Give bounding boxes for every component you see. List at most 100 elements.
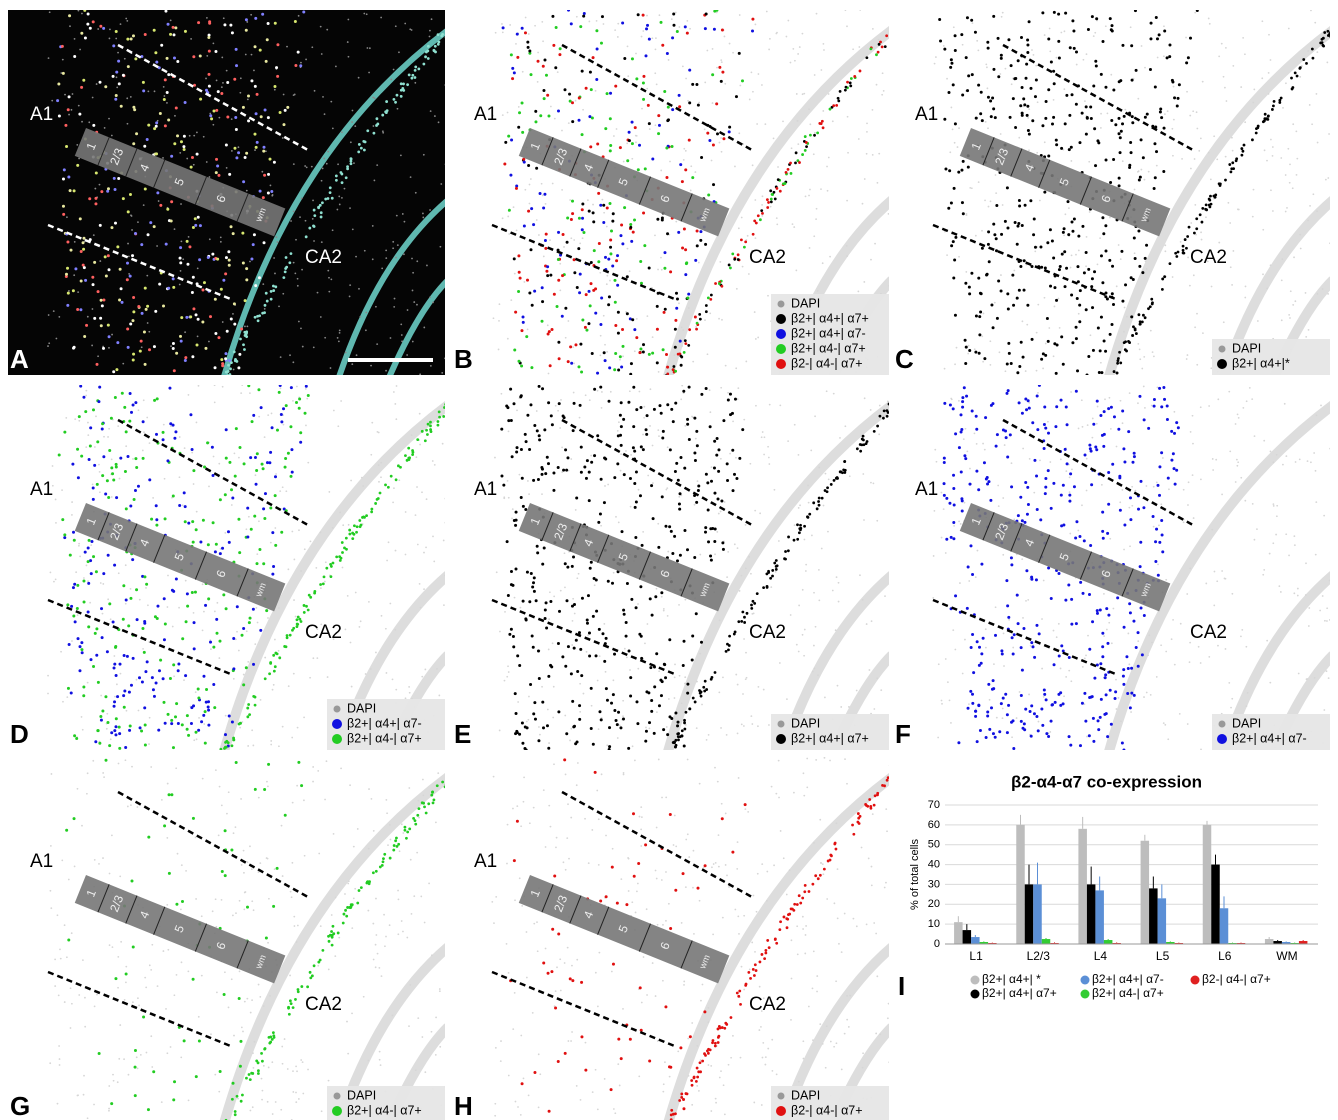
dapi-dot (941, 700, 943, 702)
marker-dot (629, 223, 632, 226)
marker-dot (1087, 28, 1090, 31)
dapi-dot (572, 620, 574, 622)
dapi-dot (636, 318, 638, 320)
marker-dot (550, 414, 553, 417)
dapi-dot (508, 430, 510, 432)
marker-dot (539, 114, 542, 117)
arc-dot (1251, 138, 1254, 141)
dapi-dot (821, 548, 823, 550)
dapi-dot (634, 350, 636, 352)
arc-dot (298, 618, 301, 621)
arc-dot (341, 181, 344, 184)
marker-dot (126, 38, 129, 41)
arc-dot (1243, 144, 1246, 147)
dapi-dot (344, 188, 346, 190)
marker-dot (1091, 306, 1094, 309)
marker-dot (68, 14, 71, 17)
arc-dot (711, 676, 714, 679)
marker-dot (202, 714, 205, 717)
marker-dot (262, 467, 265, 470)
marker-dot (1016, 371, 1019, 374)
marker-dot (290, 475, 293, 478)
dapi-dot (1153, 526, 1155, 528)
arc-dot (809, 134, 812, 137)
dapi-dot (884, 595, 886, 597)
arc-dot (274, 665, 277, 668)
dapi-dot (619, 724, 621, 726)
dapi-dot (1063, 235, 1065, 237)
dapi-dot (408, 686, 410, 688)
marker-dot (1129, 141, 1132, 144)
marker-dot (1055, 139, 1058, 142)
dapi-dot (1254, 435, 1256, 437)
marker-dot (194, 217, 197, 220)
marker-dot (610, 702, 613, 705)
dapi-dot (118, 572, 120, 574)
dapi-dot (654, 234, 656, 236)
marker-dot (526, 41, 529, 44)
marker-dot (232, 667, 235, 670)
marker-dot (263, 146, 266, 149)
dapi-dot (149, 717, 151, 719)
marker-dot (664, 308, 667, 311)
dapi-dot (755, 237, 757, 239)
marker-dot (570, 22, 573, 25)
dapi-dot (792, 48, 794, 50)
dapi-dot (209, 113, 211, 115)
marker-dot (1060, 494, 1063, 497)
marker-dot (79, 217, 82, 220)
dapi-dot (1310, 461, 1312, 463)
marker-dot (134, 489, 137, 492)
dapi-dot (872, 109, 874, 111)
arc-dot (300, 620, 303, 623)
arc-dot (1142, 314, 1145, 317)
marker-dot (184, 520, 187, 523)
marker-dot (76, 308, 79, 311)
dapi-dot (444, 575, 446, 577)
dapi-dot (356, 354, 358, 356)
arc-dot (1138, 313, 1141, 316)
dapi-dot (434, 464, 436, 466)
marker-dot (506, 540, 509, 543)
marker-dot (136, 618, 139, 621)
dapi-dot (1126, 316, 1128, 318)
arc-dot (324, 198, 327, 201)
dapi-dot (178, 607, 180, 609)
dapi-dot (327, 151, 329, 153)
marker-dot (975, 117, 978, 120)
marker-dot (751, 18, 754, 21)
marker-dot (534, 120, 537, 123)
dapi-dot (92, 308, 94, 310)
marker-dot (588, 290, 591, 293)
dapi-dot (278, 305, 280, 307)
arc-dot (675, 744, 678, 747)
marker-dot (566, 241, 569, 244)
dapi-dot (167, 575, 169, 577)
dapi-dot (815, 218, 817, 220)
arc-dot (296, 623, 299, 626)
dapi-dot (1127, 633, 1129, 635)
dapi-dot (394, 403, 396, 405)
dapi-dot (1193, 274, 1195, 276)
marker-dot (510, 53, 513, 56)
marker-dot (635, 606, 638, 609)
marker-dot (1029, 199, 1032, 202)
marker-dot (708, 139, 711, 142)
marker-dot (679, 456, 682, 459)
dapi-dot (345, 629, 347, 631)
marker-dot (156, 191, 159, 194)
dapi-dot (1124, 307, 1126, 309)
marker-dot (1093, 270, 1096, 273)
dapi-dot (1064, 30, 1066, 32)
arc-dot (694, 701, 697, 704)
dapi-dot (657, 523, 659, 525)
dapi-dot (317, 292, 319, 294)
marker-dot (640, 282, 643, 285)
marker-dot (514, 524, 517, 527)
arc-dot (680, 355, 683, 358)
dapi-dot (355, 592, 357, 594)
marker-dot (628, 139, 631, 142)
region-label: CA2 (749, 622, 786, 643)
marker-dot (634, 536, 637, 539)
marker-dot (522, 600, 525, 603)
